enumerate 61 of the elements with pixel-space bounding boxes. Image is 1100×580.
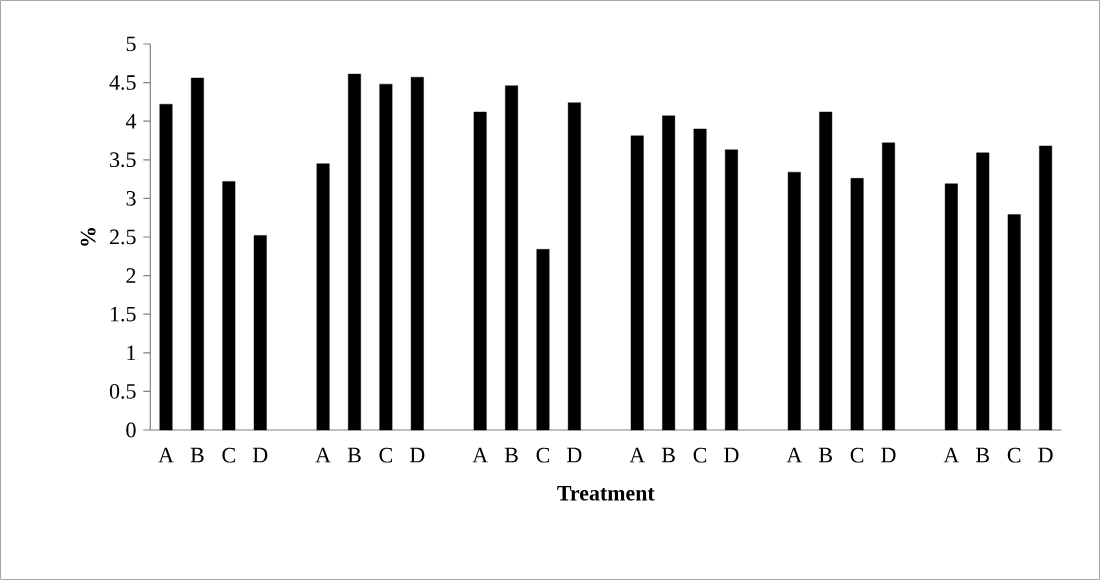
x-axis-title: Treatment [557,486,655,501]
bar [348,73,361,431]
bar [316,163,330,431]
bar [536,249,550,431]
x-tick-label: B [190,447,204,463]
bar [693,128,707,431]
bar [505,85,519,431]
y-tick-label: 3.5 [110,152,136,168]
x-tick-label: A [472,447,488,463]
y-tick-label: 1.5 [110,306,136,322]
x-tick-label: C [222,447,235,463]
x-tick-label: C [379,447,392,463]
bar [567,102,581,431]
y-tick-label: 1 [127,345,136,361]
bar [787,171,801,431]
x-tick-label: B [504,447,518,463]
x-tick-label: B [661,447,675,463]
x-tick-label: B [347,447,361,463]
y-tick-label: 5 [126,36,136,52]
bar [944,183,958,431]
x-tick-label: A [629,447,645,463]
bar [190,77,204,431]
bar [159,104,173,431]
x-tick-label: C [850,447,864,463]
x-tick-label: A [158,447,174,463]
x-tick-label: D [1038,447,1053,463]
y-tick-label: 4.5 [109,75,136,90]
x-tick-label: B [976,447,990,463]
y-tick-label: 3 [126,191,136,206]
x-tick-label: A [786,447,803,463]
bar [976,152,990,431]
bar [222,181,236,431]
x-tick-label: B [819,447,832,463]
x-tick-label: A [943,447,960,463]
bar [819,111,833,431]
bar [882,142,895,431]
bar [379,83,393,431]
y-tick-label: 4 [125,113,137,129]
x-tick-label: D [567,447,582,463]
x-tick-label: A [315,447,331,463]
y-tick-label: 2.5 [110,229,136,245]
bar [410,76,424,431]
bar [725,149,738,431]
x-tick-label: C [1007,447,1021,463]
y-tick-label: 2 [126,268,136,283]
bar [1039,145,1053,431]
bar [850,178,864,431]
x-tick-label: D [410,447,425,463]
x-tick-label: C [693,447,707,463]
bar [1007,214,1021,431]
x-tick-label: C [536,447,550,463]
bar [473,111,487,431]
y-axis-title: % [80,228,96,246]
bar [662,115,676,431]
x-tick-label: D [252,447,268,463]
y-tick-label: 0 [126,422,136,438]
y-tick-label: 0.5 [109,383,136,399]
bar [253,235,267,431]
x-tick-label: D [881,447,896,463]
bar [630,135,644,431]
x-tick-label: D [724,447,739,463]
